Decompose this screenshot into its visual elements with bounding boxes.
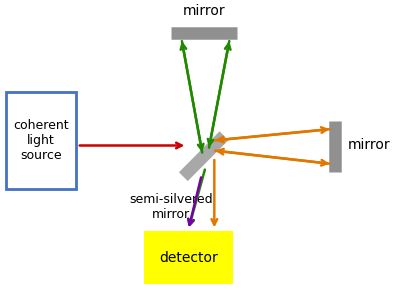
Text: mirror: mirror (348, 138, 390, 153)
Text: semi-silvered
mirror: semi-silvered mirror (129, 193, 212, 221)
Text: coherent
light
source: coherent light source (13, 119, 69, 162)
Bar (6, 92, 76, 189)
Text: detector: detector (159, 250, 218, 265)
Text: mirror: mirror (182, 4, 225, 18)
Bar (145, 232, 232, 283)
